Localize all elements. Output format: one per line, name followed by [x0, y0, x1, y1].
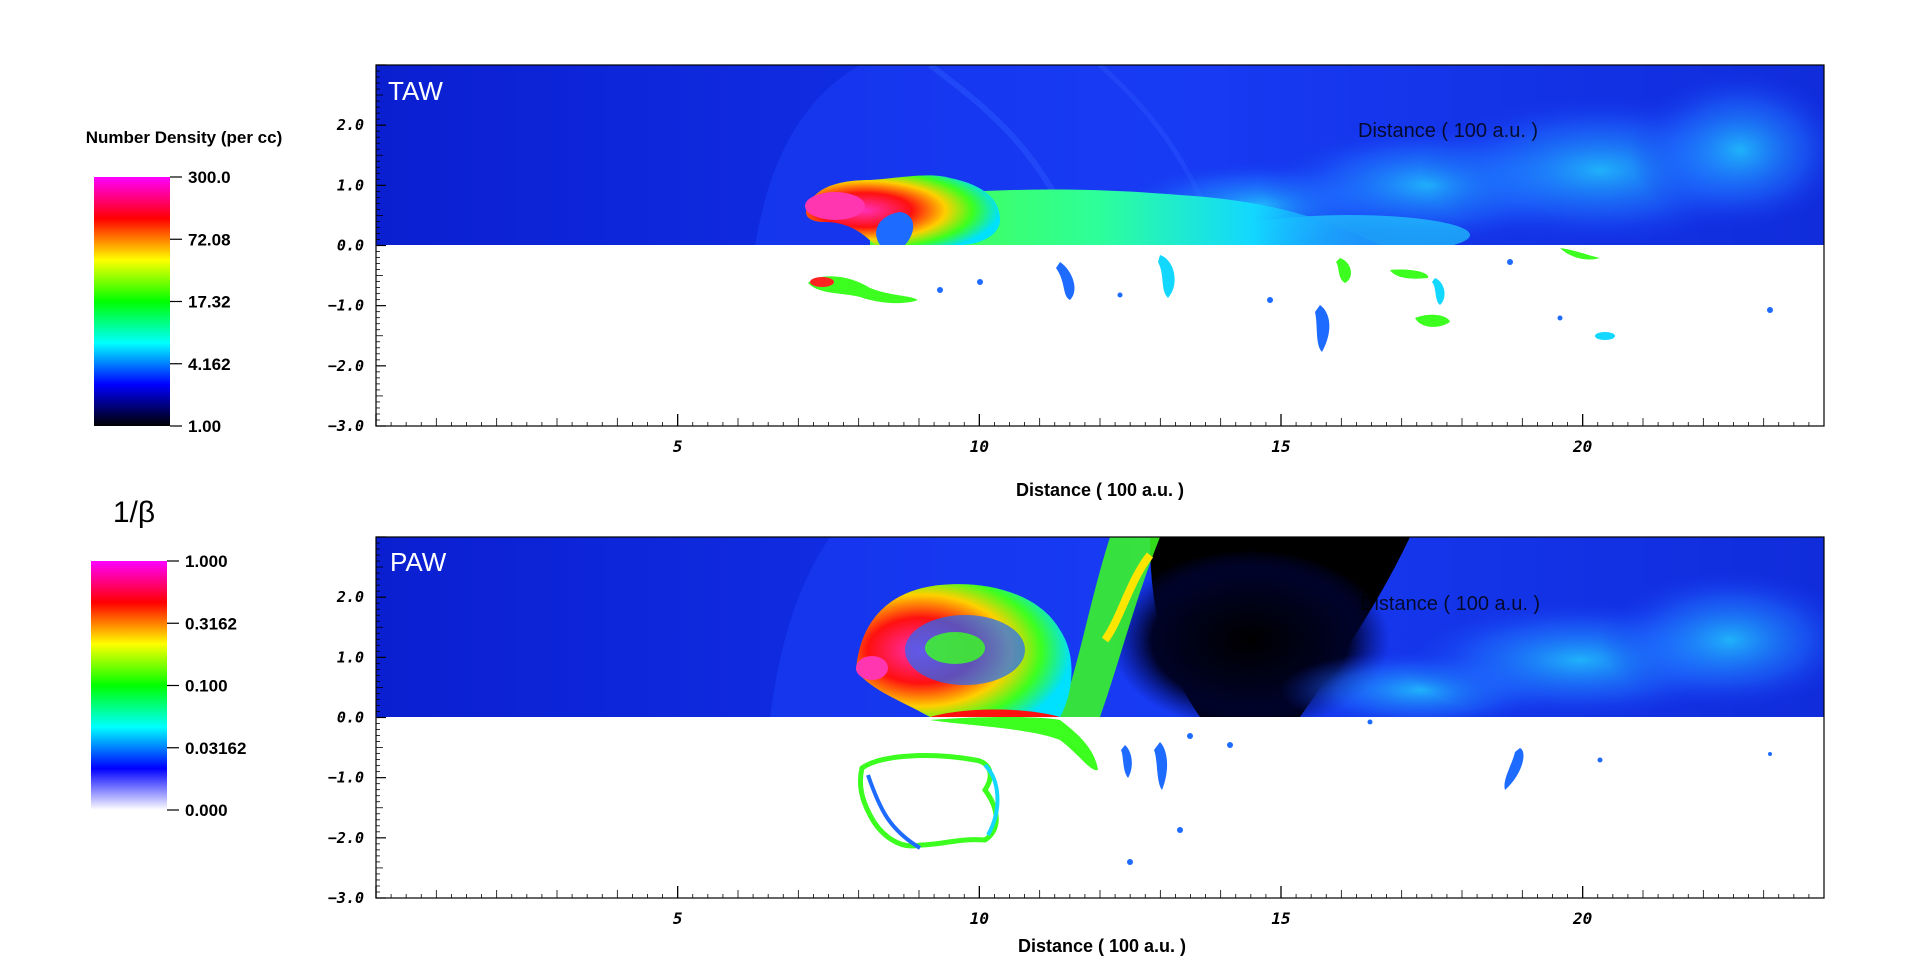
y-tick-label: −2.0 [328, 357, 364, 375]
colorbar-tick-label: 0.000 [185, 801, 228, 820]
y-tick-label: 1.0 [337, 648, 364, 666]
y-tick-label: 2.0 [336, 588, 364, 606]
colorbar-tick-label: 72.08 [188, 230, 231, 249]
colorbar-tick-label: 4.162 [188, 355, 231, 374]
x-axis: 5 10 15 20 [375, 414, 1825, 456]
x-tick-label: 5 [673, 909, 683, 928]
density-map-upper [376, 537, 1824, 717]
x-tick-label: 10 [970, 909, 989, 928]
x-tick-label: 20 [1572, 437, 1592, 456]
beta-map-lower [808, 248, 1773, 352]
x-tick-label: 20 [1572, 909, 1592, 928]
y-tick-label: 1.0 [337, 176, 364, 194]
density-map-upper [376, 65, 1824, 245]
x-axis: 5 10 15 20 [375, 886, 1825, 928]
colorbar-tick-label: 0.03162 [185, 739, 246, 758]
overlay-label: Distance ( 100 a.u. ) [1358, 120, 1538, 142]
colorbar-ticks: 1.000 0.3162 0.100 0.03162 0.000 [167, 552, 246, 820]
beta-map-lower [857, 717, 1772, 865]
y-tick-label: 0.0 [337, 237, 364, 255]
colorbar-tick-label: 0.3162 [185, 614, 237, 633]
y-tick-label: −1.0 [328, 297, 364, 315]
y-tick-label: −3.0 [328, 889, 364, 907]
panel-label: PAW [390, 547, 447, 577]
x-axis-label: Distance ( 100 a.u. ) [1016, 480, 1184, 500]
overlay-label: Distance ( 100 a.u. ) [1360, 593, 1540, 615]
colorbar-tick-label: 1.000 [185, 552, 228, 571]
y-tick-label: −1.0 [328, 769, 364, 787]
y-tick-label: 0.0 [337, 709, 364, 727]
y-axis: 2.0 1.0 0.0 −1.0 −2.0 −3.0 [328, 64, 386, 435]
y-tick-label: −2.0 [328, 829, 364, 847]
x-tick-label: 15 [1271, 437, 1290, 456]
panel-label: TAW [388, 76, 443, 106]
colorbar-tick-label: 17.32 [188, 293, 231, 312]
colorbar-title: Number Density (per cc) [86, 128, 283, 147]
panel-paw: PAW Distance ( 100 a.u. ) 2.0 1.0 0.0 −1.0 −… [328, 536, 1825, 956]
panel-taw: TAW Distance ( 100 a.u. ) 2.0 1.0 0.0 −1.0 −… [328, 64, 1825, 500]
colorbar-tick-label: 300.0 [188, 168, 231, 187]
colorbar-gradient [94, 177, 170, 426]
y-tick-label: 2.0 [336, 116, 364, 134]
x-tick-label: 15 [1271, 909, 1290, 928]
x-axis-label: Distance ( 100 a.u. ) [1018, 936, 1186, 956]
y-axis: 2.0 1.0 0.0 −1.0 −2.0 −3.0 [328, 536, 386, 907]
colorbar-inverse-beta: 1/β 1.000 0.3162 0.100 0.03162 0.000 [91, 496, 246, 820]
colorbar-number-density: Number Density (per cc) 300.0 72.08 17.32 4… [86, 128, 283, 436]
colorbar-tick-label: 1.00 [188, 417, 221, 436]
colorbar-gradient [91, 561, 167, 810]
colorbar-ticks: 300.0 72.08 17.32 4.162 1.00 [170, 168, 231, 436]
x-tick-label: 5 [673, 437, 683, 456]
colorbar-tick-label: 0.100 [185, 677, 228, 696]
x-tick-label: 10 [970, 437, 989, 456]
colorbar-title: 1/β [113, 496, 155, 529]
y-tick-label: −3.0 [328, 417, 364, 435]
